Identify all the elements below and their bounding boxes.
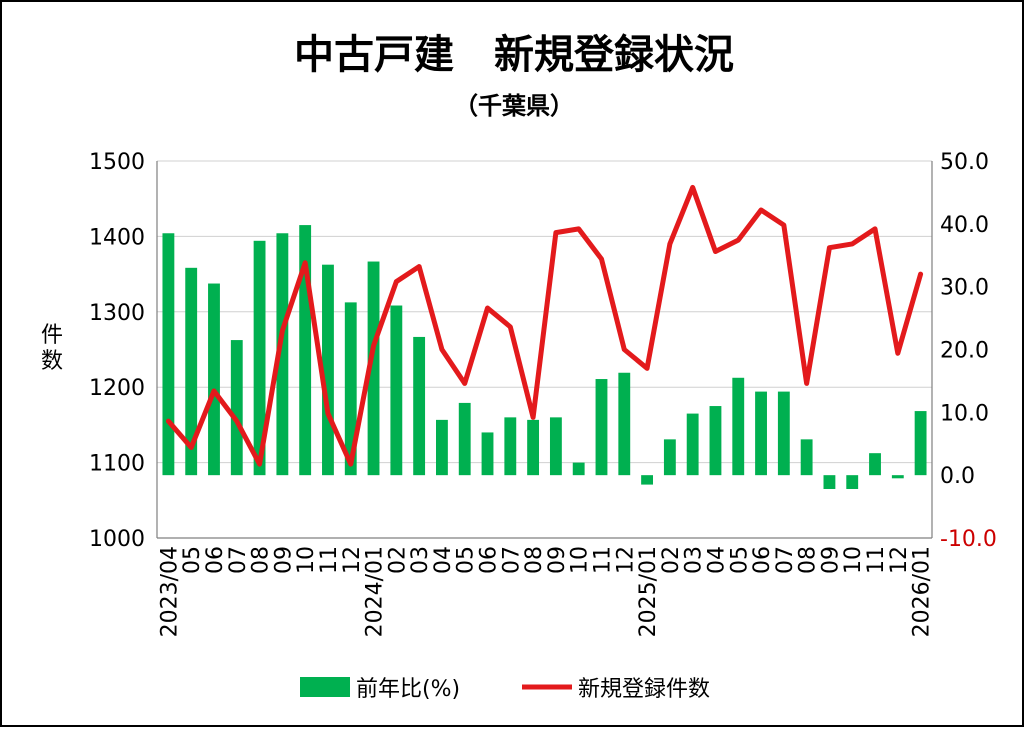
left-tick-label: 1100 — [89, 452, 145, 477]
x-tick-label: 09 — [818, 546, 843, 574]
bar — [618, 373, 630, 475]
x-tick-label: 11 — [317, 546, 342, 574]
x-axis-ticks: 2023/0405060708091011122024/010203040506… — [157, 546, 934, 637]
bar — [687, 414, 699, 476]
x-tick-label: 05 — [454, 546, 479, 574]
bar — [915, 411, 927, 475]
right-tick-label: 20.0 — [940, 339, 989, 364]
bar — [413, 337, 425, 475]
x-tick-label: 12 — [613, 546, 638, 574]
bar — [596, 379, 608, 475]
bar — [550, 417, 562, 475]
x-tick-label: 2024/01 — [363, 546, 388, 637]
left-axis-label-char: 件 — [41, 323, 63, 348]
left-tick-label: 1500 — [89, 150, 145, 175]
x-tick-label: 06 — [203, 546, 228, 574]
right-tick-label: 50.0 — [940, 150, 989, 175]
left-axis-label: 件数 — [41, 323, 63, 374]
chart-subtitle: （千葉県） — [454, 92, 574, 120]
bar — [846, 475, 858, 489]
x-tick-label: 2025/01 — [636, 546, 661, 637]
bar — [390, 306, 402, 476]
legend-bar-swatch — [300, 677, 350, 697]
legend-bar-label: 前年比(%) — [356, 677, 460, 702]
x-tick-label: 07 — [773, 546, 798, 574]
x-tick-label: 04 — [431, 546, 456, 574]
x-tick-label: 02 — [659, 546, 684, 574]
bar — [892, 475, 904, 478]
bar — [801, 439, 813, 475]
x-tick-label: 06 — [750, 546, 775, 574]
bar — [755, 392, 767, 476]
x-tick-label: 03 — [408, 546, 433, 574]
legend: 前年比(%) 新規登録件数 — [300, 677, 710, 702]
left-tick-label: 1200 — [89, 376, 145, 401]
x-tick-label: 04 — [704, 546, 729, 574]
x-tick-label: 2023/04 — [157, 546, 182, 637]
right-tick-label: 40.0 — [940, 213, 989, 238]
bar — [527, 420, 539, 475]
bar — [732, 378, 744, 475]
left-tick-label: 1000 — [89, 527, 145, 552]
x-tick-label: 12 — [340, 546, 365, 574]
x-tick-label: 12 — [887, 546, 912, 574]
x-tick-label: 10 — [841, 546, 866, 574]
left-axis-label-char: 数 — [41, 349, 63, 374]
bar — [231, 340, 243, 475]
bar — [459, 403, 471, 475]
x-tick-label: 08 — [796, 546, 821, 574]
x-tick-label: 06 — [477, 546, 502, 574]
bar — [641, 475, 653, 484]
left-tick-label: 1300 — [89, 301, 145, 326]
bar — [162, 233, 174, 475]
bar — [664, 439, 676, 475]
bar — [778, 392, 790, 476]
x-tick-label: 09 — [545, 546, 570, 574]
right-tick-label: 0.0 — [940, 464, 975, 489]
x-tick-label: 10 — [294, 546, 319, 574]
x-tick-label: 2026/01 — [910, 546, 935, 637]
bar — [436, 420, 448, 475]
axes — [157, 161, 932, 538]
x-tick-label: 07 — [499, 546, 524, 574]
x-tick-label: 11 — [590, 546, 615, 574]
x-tick-label: 08 — [249, 546, 274, 574]
left-tick-label: 1400 — [89, 225, 145, 250]
bar — [869, 453, 881, 475]
x-tick-label: 09 — [271, 546, 296, 574]
x-tick-label: 08 — [522, 546, 547, 574]
bar — [710, 406, 722, 475]
right-tick-label: -10.0 — [940, 527, 997, 552]
right-axis-ticks: -10.0 0.0 10.0 20.0 30.0 40.0 50.0 — [940, 150, 997, 552]
x-tick-label: 11 — [864, 546, 889, 574]
bar — [573, 463, 585, 476]
x-tick-label: 05 — [727, 546, 752, 574]
bar — [208, 284, 220, 476]
bar — [482, 432, 494, 475]
bar — [824, 475, 836, 489]
right-tick-label: 30.0 — [940, 276, 989, 301]
x-tick-label: 10 — [568, 546, 593, 574]
x-tick-label: 03 — [682, 546, 707, 574]
x-tick-label: 05 — [180, 546, 205, 574]
x-tick-label: 02 — [385, 546, 410, 574]
x-tick-label: 07 — [226, 546, 251, 574]
right-tick-label: 10.0 — [940, 401, 989, 426]
left-axis-ticks: 1000 1100 1200 1300 1400 1500 — [89, 150, 145, 552]
bar — [504, 417, 516, 475]
chart-title: 中古戸建 新規登録状況 — [294, 32, 734, 78]
legend-line-label: 新規登録件数 — [578, 677, 710, 702]
